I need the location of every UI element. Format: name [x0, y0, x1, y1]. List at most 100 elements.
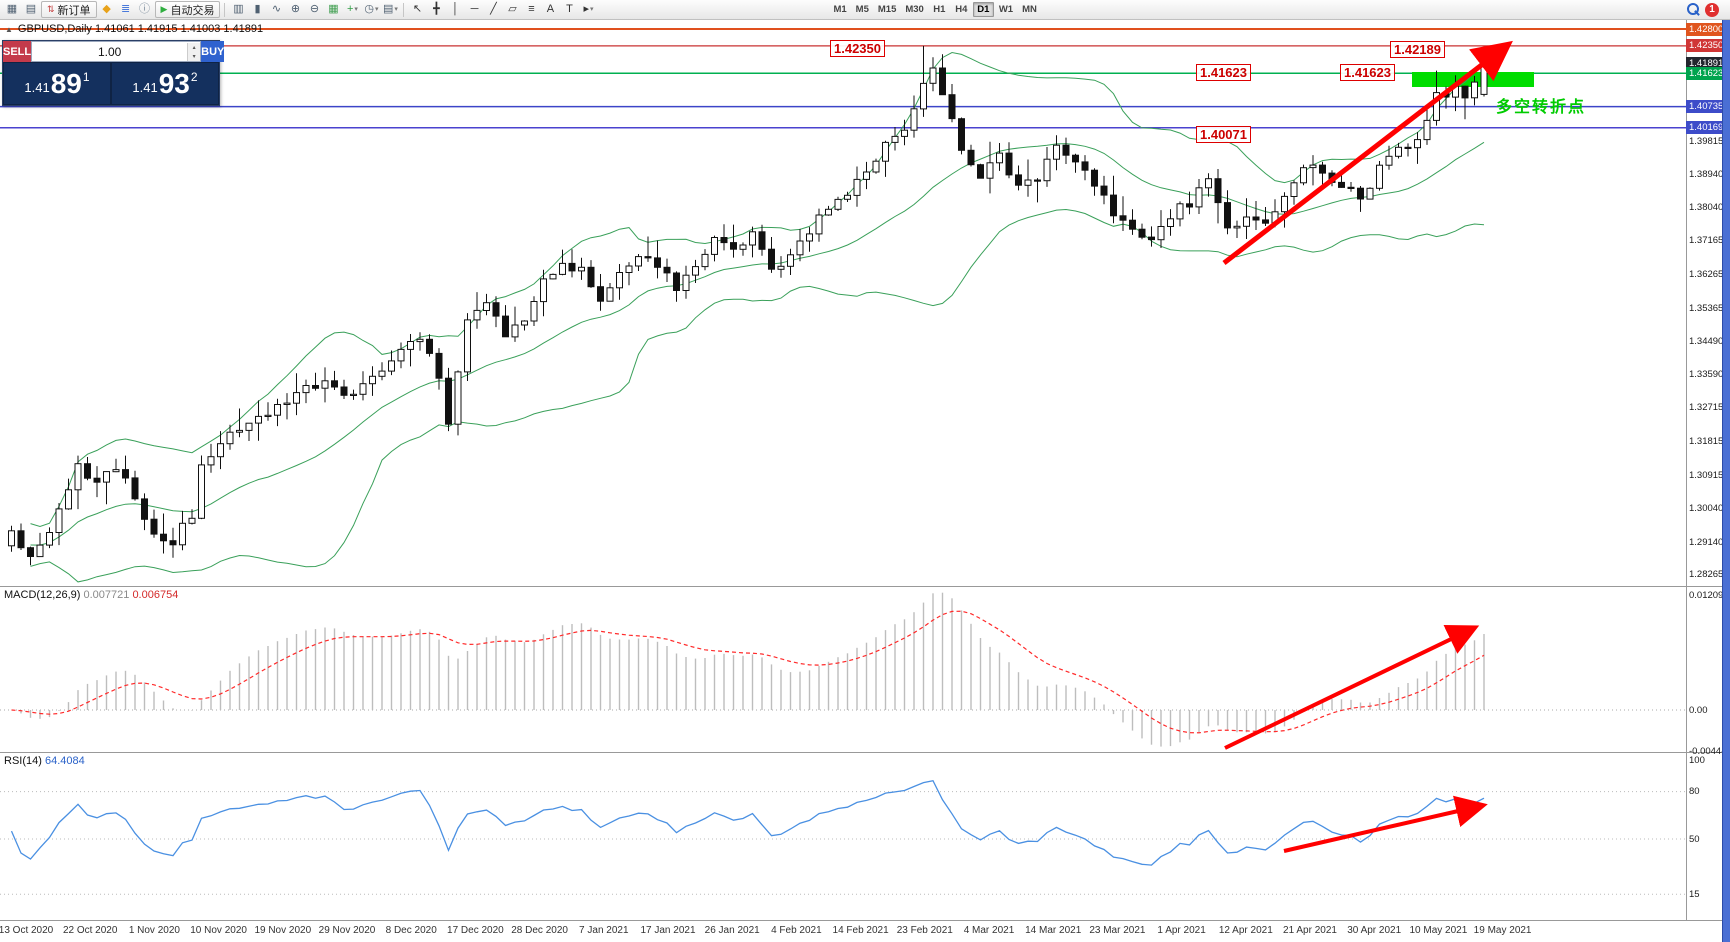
price-scale-marker: 1.40169: [1686, 121, 1727, 135]
help-icon[interactable]: ⓘ: [139, 3, 151, 15]
price-annotation-label[interactable]: 1.40071: [1196, 126, 1251, 143]
timeframe-w1-button[interactable]: W1: [998, 4, 1014, 15]
bar-chart-icon[interactable]: ▥: [233, 3, 244, 15]
new-order-button-icon: ⇅: [47, 4, 55, 14]
autotrade-button-icon: ▶: [160, 4, 168, 14]
date-axis-label: 14 Feb 2021: [832, 925, 889, 936]
window-scrollbar[interactable]: [1722, 0, 1730, 942]
price-annotation-label[interactable]: 1.42189: [1390, 41, 1445, 58]
new-chart-icon[interactable]: ▦: [6, 3, 18, 15]
one-click-trading-panel: SELL ▴ ▾ BUY 1.41 89 1 1.41 93 2: [2, 40, 225, 106]
date-axis-label: 8 Dec 2020: [385, 925, 437, 936]
rsi-scale-label: 100: [1689, 754, 1705, 766]
price-scale-marker: 1.40735: [1686, 100, 1727, 114]
timeframe-mn-button[interactable]: MN: [1022, 4, 1037, 15]
horizontal-line-icon[interactable]: ─: [470, 3, 479, 15]
sell-button[interactable]: SELL: [3, 41, 32, 62]
price-scale-label: 1.29140: [1689, 536, 1724, 548]
volume-decrease-icon[interactable]: ▾: [188, 51, 201, 61]
price-annotation-label[interactable]: 1.41623: [1340, 64, 1395, 81]
tile-windows-icon[interactable]: ▦: [328, 3, 339, 15]
date-axis-label: 19 Nov 2020: [254, 925, 312, 936]
indicators-icon[interactable]: + ▾: [346, 3, 358, 15]
price-scale-label: 1.28265: [1689, 569, 1724, 581]
new-order-button[interactable]: ⇅ 新订单: [41, 1, 97, 18]
volume-input[interactable]: [32, 44, 188, 59]
date-axis-label: 28 Dec 2020: [511, 925, 568, 936]
timeframe-h1-button[interactable]: H1: [933, 4, 946, 15]
buy-price[interactable]: 1.41 93 2: [112, 63, 218, 104]
rsi-scale-label: 80: [1689, 786, 1700, 798]
collapse-panel-icon[interactable]: ▲: [5, 24, 13, 34]
date-axis-label: 23 Feb 2021: [896, 925, 953, 936]
price-scale-label: 1.39815: [1689, 135, 1724, 147]
toolbar-separator: [403, 2, 405, 17]
arrows-icon[interactable]: ▸ ▾: [583, 3, 594, 15]
text-icon[interactable]: A: [546, 3, 555, 15]
price-scale-marker: 1.42350: [1686, 39, 1727, 53]
zoom-in-icon[interactable]: ⊕: [290, 3, 301, 15]
date-axis-label: 19 May 2021: [1473, 925, 1532, 936]
dropdown-caret-icon: ▾: [394, 6, 398, 13]
timeframe-h4-button[interactable]: H4: [955, 4, 968, 15]
macd-scale-label: 0.00: [1689, 704, 1708, 716]
price-scale-label: 1.30915: [1689, 469, 1724, 481]
price-scale-label: 1.34490: [1689, 335, 1724, 347]
date-axis-label: 10 Nov 2020: [190, 925, 247, 936]
volume-increase-icon[interactable]: ▴: [188, 42, 201, 52]
toolbar-separator: [224, 2, 226, 17]
timeframe-d1-button[interactable]: D1: [972, 2, 994, 17]
date-axis-label: 21 Apr 2021: [1283, 925, 1337, 936]
market-watch-icon[interactable]: ≣: [120, 3, 131, 15]
price-scale-label: 1.38040: [1689, 202, 1724, 214]
periods-icon[interactable]: ◷ ▾: [364, 3, 379, 15]
dropdown-caret-icon: ▾: [354, 6, 358, 13]
channel-icon[interactable]: ▱: [508, 3, 517, 15]
timeframe-m5-button[interactable]: M5: [855, 4, 869, 15]
date-axis-label: 10 May 2021: [1409, 925, 1468, 936]
cursor-icon[interactable]: ↖: [412, 3, 423, 15]
price-scale-marker: 1.41623: [1686, 66, 1727, 80]
bollinger-bands: [30, 51, 1485, 583]
vertical-line-icon[interactable]: │: [452, 3, 459, 15]
price-scale-label: 1.36265: [1689, 269, 1724, 280]
templates-icon[interactable]: ▤ ▾: [383, 3, 398, 15]
trendline-icon[interactable]: ╱: [490, 3, 497, 15]
timeframe-m15-button[interactable]: M15: [877, 4, 897, 15]
price-annotation-label[interactable]: 1.41623: [1196, 64, 1251, 81]
price-scale-label: 1.35365: [1689, 302, 1724, 314]
macd-histogram: [20, 592, 1485, 747]
crosshair-icon[interactable]: ╋: [433, 3, 440, 15]
zoom-out-icon[interactable]: ⊖: [309, 3, 320, 15]
date-axis-label: 30 Apr 2021: [1347, 925, 1402, 936]
timeframe-m1-button[interactable]: M1: [833, 4, 847, 15]
date-axis-label: 13 Oct 2020: [0, 925, 54, 936]
metaquotes-icon[interactable]: ◆: [102, 3, 111, 15]
notification-badge[interactable]: 1: [1705, 2, 1719, 17]
price-scale-marker: 1.42800: [1686, 22, 1727, 36]
sell-price[interactable]: 1.41 89 1: [4, 63, 110, 104]
fibonacci-icon[interactable]: ≡: [528, 3, 535, 15]
timeframe-m30-button[interactable]: M30: [905, 4, 924, 15]
price-annotation-label[interactable]: 1.42350: [830, 40, 885, 57]
search-icon[interactable]: [1686, 2, 1701, 17]
label-icon[interactable]: T: [566, 3, 573, 15]
rsi-indicator-label: RSI(14) 64.4084: [4, 755, 85, 767]
chart-symbol-header: ▲ GBPUSD,Daily 1.41061 1.41915 1.41003 1…: [5, 23, 263, 35]
date-axis-label: 4 Feb 2021: [771, 925, 822, 936]
line-chart-icon[interactable]: ∿: [271, 3, 282, 15]
price-scale-label: 1.31815: [1689, 436, 1724, 448]
profiles-icon[interactable]: ▤: [25, 3, 37, 15]
candlestick-chart-icon[interactable]: ▮: [254, 3, 261, 15]
buy-button[interactable]: BUY: [201, 41, 225, 62]
price-scale-label: 1.37165: [1689, 235, 1724, 247]
autotrade-button[interactable]: ▶ 自动交易: [154, 1, 221, 18]
candles: [8, 45, 1488, 566]
rsi-line: [10, 779, 1485, 866]
date-axis-label: 17 Dec 2020: [447, 925, 504, 936]
symbol-ohlc-text: GBPUSD,Daily 1.41061 1.41915 1.41003 1.4…: [17, 23, 264, 35]
turning-point-annotation[interactable]: 多空转折点: [1496, 99, 1587, 116]
date-axis-label: 22 Oct 2020: [62, 925, 118, 936]
